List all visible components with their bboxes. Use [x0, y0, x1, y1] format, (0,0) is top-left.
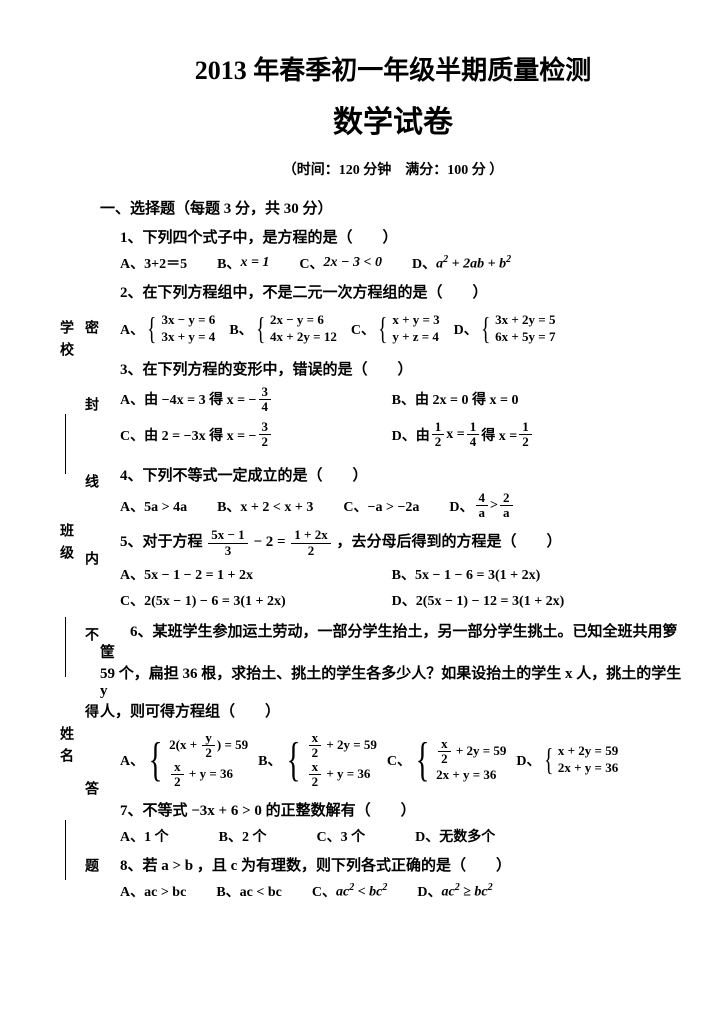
option-d: D、由 12 x = 14 得 x = 12	[392, 420, 664, 450]
option-b: B、ac < bc	[216, 881, 282, 901]
question-2-options: A、 {3x − y = 63x + y = 4 B、 {2x − y = 64…	[120, 308, 686, 350]
option-b: B、由 2x = 0 得 x = 0	[392, 389, 664, 409]
option-c: C、 {x + y = 3y + z = 4	[351, 308, 440, 350]
option-a: A、 {3x − y = 63x + y = 4	[120, 308, 215, 350]
option-d: D、2(5x − 1) − 12 = 3(1 + 2x)	[392, 590, 664, 610]
option-a: A、 { 2(x + y2) = 59 x2 + y = 36	[120, 729, 248, 791]
question-4-options: A、5a > 4a B、x + 2 < x + 3 C、−a > −2a D、 …	[120, 491, 686, 521]
option-c: C、ac2 < bc2	[312, 881, 388, 901]
option-b: B、2 个	[219, 826, 267, 846]
question-3: 3、在下列方程的变形中，错误的是（ ）	[120, 358, 686, 379]
option-a: A、ac > bc	[120, 881, 186, 901]
question-6-line1: 6、某班学生参加运土劳动，一部分学生抬土，另一部分学生挑土。已知全班共用箩筐	[100, 620, 686, 662]
option-c: C、2x − 3 < 0	[299, 253, 382, 273]
seal-char: 得	[80, 704, 100, 726]
option-d: D、 { x + 2y = 59 2x + y = 36	[516, 739, 618, 781]
seal-char: 不	[80, 627, 100, 649]
section-heading: 一、选择题（每题 3 分，共 30 分）	[100, 197, 686, 218]
sidebar-divider	[65, 414, 66, 474]
option-d: D、 4a > 2a	[449, 491, 514, 521]
question-6-line2: 59 个，扁担 36 根，求抬土、挑土的学生各多少人？如果设抬土的学生 x 人，…	[100, 662, 686, 700]
question-5: 5、对于方程 5x − 13 − 2 = 1 + 2x2 ，去分母后得到的方程是…	[120, 528, 686, 558]
question-7-options: A、1 个 B、2 个 C、3 个 D、无数多个	[120, 826, 686, 846]
question-4: 4、下列不等式一定成立的是（ ）	[120, 464, 686, 485]
sidebar-divider	[65, 820, 66, 880]
question-2: 2、在下列方程组中，不是二元一次方程组的是（ ）	[120, 281, 686, 302]
option-a: A、3+2＝5	[120, 253, 187, 273]
question-5-options: A、5x − 1 − 2 = 1 + 2x B、5x − 1 − 6 = 3(1…	[120, 564, 686, 616]
option-c: C、由 2 = −3x 得 x = − 32	[120, 420, 392, 450]
option-d: D、a2 + 2ab + b2	[412, 253, 511, 273]
question-6-line3: 人，则可得方程组（ ）	[100, 700, 686, 721]
seal-char: 密	[80, 320, 100, 342]
seal-char: 内	[80, 551, 100, 573]
option-d: D、 {3x + 2y = 56x + 5y = 7	[454, 308, 556, 350]
sidebar-label-class: 班级	[55, 523, 75, 567]
sidebar-inner-column: 密 封 线 内 不 得 答 题	[75, 320, 105, 880]
exam-title: 2013 年春季初一年级半期质量检测	[100, 50, 686, 87]
option-c: C、2(5x − 1) − 6 = 3(1 + 2x)	[120, 590, 392, 610]
seal-char: 答	[80, 781, 100, 803]
question-6-options: A、 { 2(x + y2) = 59 x2 + y = 36 B、 { x2 …	[120, 729, 686, 791]
option-b: B、x = 1	[217, 253, 269, 273]
seal-char: 题	[80, 858, 100, 880]
exam-info: （时间：120 分钟 满分：100 分 ）	[100, 159, 686, 179]
option-a: A、5a > 4a	[120, 496, 187, 516]
exam-subject: 数学试卷	[100, 97, 686, 141]
option-b: B、x + 2 < x + 3	[217, 496, 313, 516]
option-a: A、1 个	[120, 826, 169, 846]
question-3-options: A、由 −4x = 3 得 x = − 34 B、由 2x = 0 得 x = …	[120, 385, 686, 456]
sidebar-label-school: 学校	[55, 320, 75, 364]
option-a: A、5x − 1 − 2 = 1 + 2x	[120, 564, 392, 584]
option-c: C、−a > −2a	[343, 496, 419, 516]
seal-char: 线	[80, 474, 100, 496]
option-b: B、5x − 1 − 6 = 3(1 + 2x)	[392, 564, 664, 584]
question-7: 7、不等式 −3x + 6 > 0 的正整数解有（ ）	[120, 799, 686, 820]
option-b: B、 { x2 + 2y = 59 x2 + y = 36	[258, 729, 377, 791]
option-c: C、3 个	[316, 826, 365, 846]
seal-char: 封	[80, 397, 100, 419]
option-c: C、 { x2 + 2y = 59 2x + y = 36	[387, 729, 507, 791]
option-a: A、由 −4x = 3 得 x = − 34	[120, 385, 392, 415]
question-8-options: A、ac > bc B、ac < bc C、ac2 < bc2 D、ac2 ≥ …	[120, 881, 686, 901]
option-b: B、 {2x − y = 64x + 2y = 12	[229, 308, 337, 350]
sidebar-label-name: 姓名	[55, 726, 75, 770]
option-d: D、无数多个	[415, 826, 495, 846]
option-d: D、ac2 ≥ bc2	[417, 881, 492, 901]
question-1: 1、下列四个式子中，是方程的是（ ）	[120, 226, 686, 247]
question-1-options: A、3+2＝5 B、x = 1 C、2x − 3 < 0 D、a2 + 2ab …	[120, 253, 686, 273]
question-8: 8、若 a > b ，且 c 为有理数，则下列各式正确的是（ ）	[120, 854, 686, 875]
sidebar-divider	[65, 617, 66, 677]
